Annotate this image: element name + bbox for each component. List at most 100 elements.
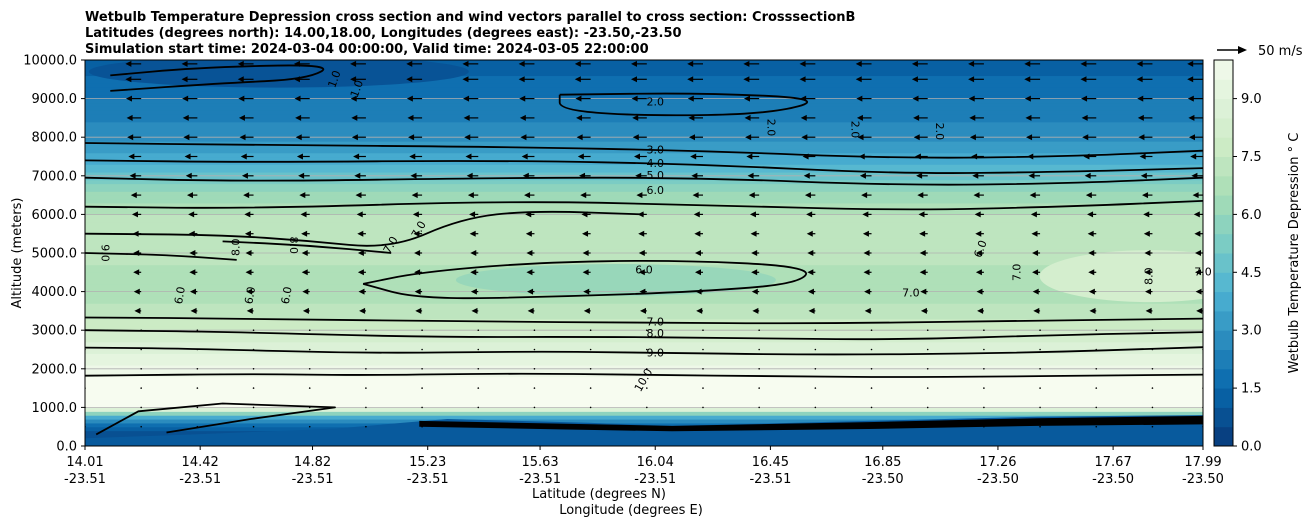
filled-band <box>85 403 1203 408</box>
wind-vector <box>639 288 647 295</box>
wind-vector-head <box>238 114 245 121</box>
wind-vector-head <box>70 115 76 121</box>
wind-vector-head <box>463 95 470 102</box>
wind-vector <box>977 307 984 314</box>
wind-vector <box>186 192 198 199</box>
wind-vector <box>968 76 984 83</box>
wind-vector-head <box>919 230 926 237</box>
wind-vector-head <box>969 114 976 121</box>
wind-vector <box>582 269 591 276</box>
wind-vector <box>524 192 535 199</box>
x-tick-label-latitude: 16.45 <box>752 455 789 470</box>
wind-vector <box>133 250 142 256</box>
wind-vector <box>469 211 479 218</box>
wind-vector <box>411 192 423 199</box>
wind-vector-head <box>632 134 639 141</box>
filled-band <box>85 237 1203 243</box>
wind-vectors <box>70 60 1203 428</box>
wind-vector <box>1024 60 1041 67</box>
filled-band <box>85 106 1203 111</box>
wind-vector-head <box>968 60 975 67</box>
wind-vector-head <box>743 60 750 67</box>
wind-vector-head <box>917 192 924 199</box>
wind-vector-head <box>1088 250 1095 256</box>
wind-vector <box>1138 134 1153 141</box>
wind-vector-head <box>1024 76 1031 83</box>
wind-vector-head <box>189 288 196 295</box>
wind-vector-head <box>1187 95 1194 102</box>
wind-vector <box>196 425 199 428</box>
filled-band <box>85 395 1203 401</box>
wind-vector-head <box>237 76 244 83</box>
y-tick-label: 2000.0 <box>32 362 78 377</box>
wind-vector <box>421 348 423 351</box>
wind-vector <box>185 172 198 179</box>
wind-vector-head <box>1142 192 1149 199</box>
colorbar-segment <box>1214 156 1233 177</box>
wind-vector <box>196 368 199 370</box>
wind-vector <box>1095 368 1098 370</box>
wind-vector-head <box>920 307 927 314</box>
wind-vector <box>632 134 647 141</box>
contour-line-3-0 <box>85 142 1203 159</box>
wind-vector-head <box>188 230 195 237</box>
wind-vector-head <box>912 95 919 102</box>
contour-label: 2.0 <box>646 95 664 108</box>
filled-band <box>85 368 1203 374</box>
wind-vector <box>983 387 985 389</box>
y-axis: 0.0 1000.0 2000.0 3000.0 4000.0 5000.0 6000.0 7… <box>23 54 85 455</box>
wind-vector <box>687 60 703 67</box>
wind-vector-head <box>751 288 758 295</box>
wind-vector-head <box>632 114 639 121</box>
wind-vector-head <box>1137 95 1144 102</box>
wind-vector-head <box>1087 211 1094 218</box>
wind-vector <box>181 60 198 67</box>
contour-lines <box>85 64 1203 378</box>
wind-vector <box>308 329 311 332</box>
wind-vector <box>580 192 591 199</box>
wind-vector <box>414 250 423 256</box>
wind-vector-head <box>911 76 918 83</box>
filled-band <box>85 117 1203 123</box>
colorbar-segment <box>1214 349 1233 370</box>
wind-vector-head <box>751 250 758 256</box>
wind-vector <box>814 387 817 389</box>
wind-vector <box>702 425 704 428</box>
wind-vector-head <box>127 134 134 141</box>
wind-vector-head <box>462 60 469 67</box>
wind-vector-head <box>78 308 84 314</box>
wind-vector <box>1095 387 1098 389</box>
wind-vector-head <box>580 192 587 199</box>
wind-vector <box>1191 172 1203 179</box>
wind-vector-head <box>350 76 357 83</box>
contour-line-7-0 <box>85 210 645 247</box>
wind-vector <box>864 307 872 314</box>
wind-vector <box>133 269 142 276</box>
x-tick-label-longitude: -23.51 <box>634 472 676 487</box>
wind-vector-head <box>293 60 300 67</box>
wind-vector <box>245 250 254 256</box>
filled-band <box>85 75 1203 80</box>
wind-vector <box>859 172 872 179</box>
wind-vector <box>582 230 591 237</box>
wind-vector-head <box>125 76 132 83</box>
wind-vector <box>130 192 142 199</box>
wind-vector <box>870 329 873 332</box>
wind-vector-head <box>467 192 474 199</box>
wind-vector <box>807 250 816 256</box>
wind-vector <box>412 211 423 218</box>
contour-label: 9.0 <box>99 244 112 262</box>
x-tick-label-longitude: -23.51 <box>64 472 106 487</box>
wind-vector <box>357 250 366 256</box>
wind-vector <box>589 348 592 351</box>
wind-vector-head <box>801 134 808 141</box>
wind-vector-head <box>354 172 361 179</box>
wind-vector <box>919 269 928 276</box>
wind-vector <box>983 406 985 409</box>
wind-vector <box>519 114 535 121</box>
wind-vector <box>1087 211 1097 218</box>
contour-line-6-0 <box>362 259 808 300</box>
wind-vector-head <box>359 307 366 314</box>
wind-vector <box>646 368 648 370</box>
x-tick-label-longitude: -23.51 <box>749 472 791 487</box>
